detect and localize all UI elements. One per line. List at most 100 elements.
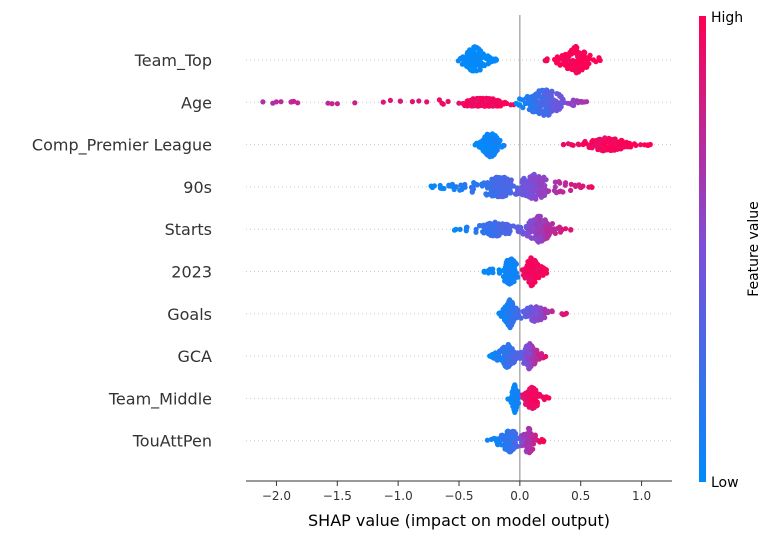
shap-point xyxy=(507,189,514,195)
shap-point xyxy=(509,398,515,404)
shap-point xyxy=(560,142,567,148)
shap-point xyxy=(537,234,543,240)
shap-point xyxy=(498,311,504,317)
colorbar-low-label: Low xyxy=(711,475,739,491)
shap-point xyxy=(529,356,535,362)
shap-point xyxy=(509,316,515,322)
shap-point xyxy=(527,350,533,357)
shap-point xyxy=(529,313,535,319)
shap-point xyxy=(506,350,512,357)
shap-point xyxy=(513,387,519,393)
shap-point xyxy=(532,432,538,438)
shap-point xyxy=(534,265,540,271)
shap-point xyxy=(507,259,513,266)
shap-point xyxy=(446,182,452,188)
shap-point xyxy=(554,54,561,60)
shap-point xyxy=(504,441,510,448)
shap-point xyxy=(456,100,462,106)
shap-point xyxy=(537,313,543,319)
shap-point xyxy=(511,429,517,435)
shap-point xyxy=(534,176,540,182)
shap-point xyxy=(260,99,266,105)
shap-point xyxy=(520,105,526,111)
shap-point xyxy=(508,102,514,108)
shap-point xyxy=(472,142,478,148)
shap-point xyxy=(563,226,569,232)
shap-point xyxy=(574,61,580,67)
shap-point xyxy=(477,48,484,54)
shap-point xyxy=(539,272,545,278)
shap-point xyxy=(329,101,335,107)
shap-point xyxy=(518,315,524,321)
shap-point xyxy=(524,395,530,401)
shap-point xyxy=(479,101,485,107)
shap-point xyxy=(494,139,500,145)
shap-point xyxy=(572,182,578,188)
shap-point xyxy=(487,59,493,65)
shap-point xyxy=(487,353,493,359)
shap-point xyxy=(516,391,522,397)
shap-point xyxy=(491,151,497,157)
row-guides xyxy=(246,59,672,442)
shap-point xyxy=(544,229,550,235)
shap-point xyxy=(491,435,497,441)
shap-point xyxy=(527,227,533,233)
shap-point xyxy=(457,187,463,193)
shap-point xyxy=(498,357,504,363)
shap-point xyxy=(557,93,563,99)
shap-point xyxy=(607,136,613,142)
shap-point xyxy=(460,100,466,107)
shap-point xyxy=(532,236,538,242)
data-points xyxy=(260,43,653,456)
shap-point xyxy=(479,183,485,189)
shap-point xyxy=(529,273,535,279)
shap-point xyxy=(583,64,589,70)
shap-point xyxy=(295,100,301,106)
shap-point xyxy=(409,99,415,105)
shap-point xyxy=(495,439,501,445)
shap-point xyxy=(482,53,488,59)
shap-point xyxy=(523,399,529,405)
shap-point xyxy=(543,177,549,183)
shap-point xyxy=(520,395,526,401)
shap-point xyxy=(540,192,546,198)
shap-point xyxy=(581,99,587,105)
shap-point xyxy=(465,98,471,104)
shap-point xyxy=(548,90,554,96)
shap-point xyxy=(567,59,574,65)
shap-point xyxy=(556,179,562,185)
feature-label: Comp_Premier League xyxy=(32,136,212,156)
shap-point xyxy=(526,267,532,273)
colorbar-title: Feature value xyxy=(746,201,762,297)
shap-point xyxy=(487,232,494,238)
shap-point xyxy=(542,315,548,321)
shap-point xyxy=(527,402,533,408)
shap-point xyxy=(473,226,479,232)
shap-point xyxy=(582,50,588,56)
shap-point xyxy=(463,227,469,233)
shap-point xyxy=(568,227,574,233)
shap-point xyxy=(502,437,508,443)
shap-point xyxy=(544,270,550,276)
shap-point xyxy=(334,101,340,107)
shap-point xyxy=(513,191,519,197)
shap-point xyxy=(468,67,474,73)
colorbar-high-label: High xyxy=(711,10,743,26)
shap-point xyxy=(477,67,483,73)
shap-point xyxy=(469,189,475,195)
feature-labels: Team_Top Age Comp_Premier League 90s Starts 2… xyxy=(32,51,212,451)
feature-label: GCA xyxy=(177,347,212,366)
shap-point xyxy=(483,150,489,156)
shap-point xyxy=(549,308,555,315)
shap-point xyxy=(490,103,496,109)
shap-point xyxy=(523,95,529,101)
feature-label: 2023 xyxy=(171,263,212,282)
shap-point xyxy=(601,141,607,147)
shap-point xyxy=(517,96,523,102)
shap-point xyxy=(530,389,536,395)
shap-point xyxy=(558,101,564,107)
shap-point xyxy=(458,182,464,188)
shap-point xyxy=(514,315,520,321)
shap-point xyxy=(470,54,476,60)
